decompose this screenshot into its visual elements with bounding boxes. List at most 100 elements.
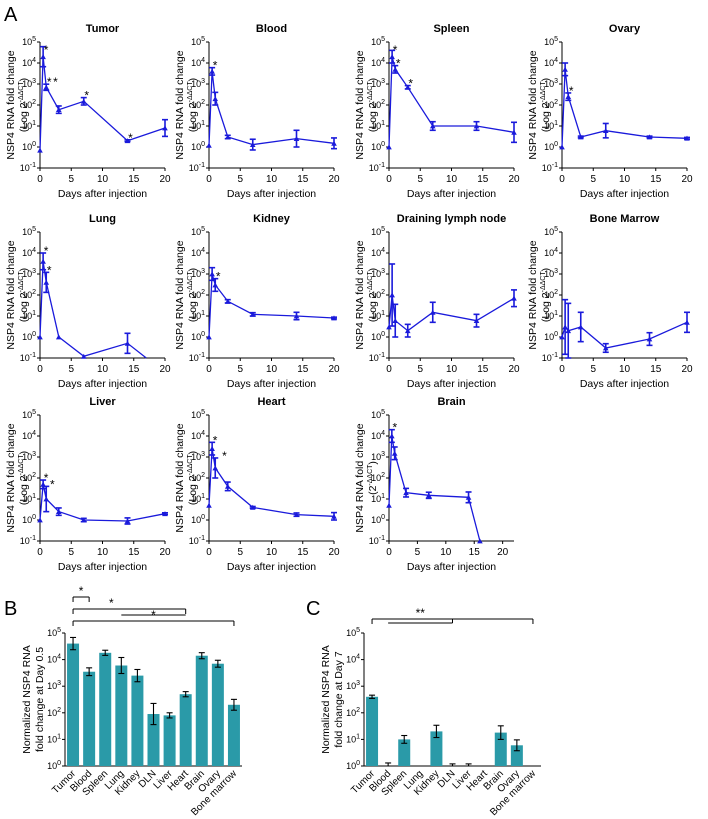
data-point-ovary xyxy=(559,144,565,150)
chart-dln: Draining lymph node10-110010110210310410… xyxy=(354,213,520,390)
x-tick-label-heart: 15 xyxy=(297,547,309,558)
y-tick-label-brain: 105 xyxy=(371,409,385,420)
y-tick-label-kidney: 103 xyxy=(191,268,205,279)
data-point-tumor xyxy=(43,84,50,90)
y-tick-label-liver: 105 xyxy=(22,409,36,420)
data-point-dln xyxy=(392,318,399,324)
y-axis-label-bone_marrow-line1: NSP4 RNA fold change xyxy=(527,240,539,349)
data-point-blood xyxy=(224,134,231,140)
x-tick-label-heart: 5 xyxy=(237,547,243,558)
chart-title-brain: Brain xyxy=(437,396,465,408)
data-point-tumor xyxy=(55,107,62,113)
y-tick-label-day05: 104 xyxy=(47,654,61,665)
y-tick-label-liver: 103 xyxy=(22,451,36,462)
x-tick-label-ovary: 0 xyxy=(559,174,565,185)
y-axis-label-lung: NSP4 RNA fold change (Log 2-ΔΔCT) xyxy=(5,240,30,349)
data-point-dln xyxy=(404,328,411,334)
panel-letter-c: C xyxy=(306,598,320,620)
data-point-heart xyxy=(249,504,256,510)
x-tick-label-kidney: 10 xyxy=(266,364,278,375)
chart-liver: Liver 10-1 100 101 102 103 104 105 0 5 10 15 20 Days … xyxy=(5,396,171,573)
y-tick-label-liver: 10-1 xyxy=(20,535,36,546)
x-tick-label-liver: 10 xyxy=(97,547,109,558)
y-tick-label-brain: 101 xyxy=(371,493,385,504)
significance-star-day05: * xyxy=(79,584,84,598)
x-tick-label-liver: 5 xyxy=(68,547,74,558)
bar-day05 xyxy=(211,663,224,766)
y-axis-label-day05: Normalized NSP4 RNA fold change at Day 0.… xyxy=(21,645,46,754)
x-tick-label-dln: 0 xyxy=(386,364,392,375)
y-axis-label-liver-line2: (Log 2-ΔΔCT) xyxy=(18,451,30,505)
chart-title-dln: Draining lymph node xyxy=(397,213,506,225)
x-tick-label-blood: 5 xyxy=(237,174,243,185)
y-axis-label-spleen: NSP4 RNA fold change (Log 2-ΔΔCT) xyxy=(354,50,379,159)
y-tick-label-spleen: 105 xyxy=(371,36,385,47)
x-tick-label-ovary: 20 xyxy=(681,174,693,185)
x-tick-label-tumor: 15 xyxy=(128,174,140,185)
x-axis-label-spleen: Days after injection xyxy=(407,188,496,200)
chart-title-tumor: Tumor xyxy=(86,23,120,35)
data-point-dln xyxy=(386,324,392,330)
y-tick-label-heart: 103 xyxy=(191,451,205,462)
data-point-liver xyxy=(37,517,43,523)
y-tick-label-tumor: 100 xyxy=(22,141,36,152)
data-point-bone_marrow xyxy=(646,336,653,342)
bar-day7 xyxy=(398,739,411,766)
data-point-bone_marrow xyxy=(684,319,690,325)
data-point-tumor xyxy=(162,125,168,131)
significance-star-spleen: * xyxy=(393,43,398,57)
x-tick-label-spleen: 5 xyxy=(417,174,423,185)
y-tick-label-spleen: 101 xyxy=(371,120,385,131)
data-point-bone_marrow xyxy=(577,324,584,330)
x-tick-label-brain: 5 xyxy=(415,547,421,558)
y-axis-label-ovary-line2: (Log 2-ΔΔCT) xyxy=(540,78,552,132)
x-tick-label-brain: 0 xyxy=(386,547,392,558)
panel-letter-b: B xyxy=(4,598,17,620)
y-tick-label-ovary: 101 xyxy=(544,120,558,131)
y-tick-label-tumor: 10-1 xyxy=(20,162,36,173)
x-tick-label-dln: 10 xyxy=(446,364,458,375)
y-tick-label-brain: 100 xyxy=(371,514,385,525)
y-axis-label-heart-line2: (Log 2-ΔΔCT) xyxy=(187,451,199,505)
y-axis-label-ovary-line1: NSP4 RNA fold change xyxy=(527,50,539,159)
y-tick-label-lung: 104 xyxy=(22,247,36,258)
y-tick-label-ovary: 102 xyxy=(544,99,558,110)
bar-day05 xyxy=(195,655,208,766)
y-axis-label-brain-line2: (2-ΔΔCT) xyxy=(367,461,379,495)
bar-day05 xyxy=(163,715,176,766)
data-point-tumor xyxy=(124,138,131,144)
bar-day05 xyxy=(115,665,128,766)
x-tick-label-kidney: 0 xyxy=(206,364,212,375)
panel-letter-a: A xyxy=(4,4,18,26)
x-tick-label-lung: 15 xyxy=(128,364,140,375)
y-tick-label-liver: 101 xyxy=(22,493,36,504)
y-tick-label-blood: 100 xyxy=(191,141,205,152)
x-tick-label-ovary: 5 xyxy=(590,174,596,185)
y-tick-label-lung: 101 xyxy=(22,310,36,321)
data-point-kidney xyxy=(212,282,219,288)
y-tick-label-day7: 103 xyxy=(346,680,360,691)
data-point-heart xyxy=(331,513,337,519)
y-axis-label-dln: NSP4 RNA fold change (Log 2-ΔΔCT) xyxy=(354,240,379,349)
data-point-dln xyxy=(473,318,480,324)
y-tick-label-blood: 102 xyxy=(191,99,205,110)
y-tick-label-day7: 100 xyxy=(346,760,360,771)
y-tick-label-kidney: 102 xyxy=(191,289,205,300)
y-tick-label-day05: 102 xyxy=(47,707,61,718)
y-axis-label-day7: Normalized NSP4 RNA fold change at Day 7 xyxy=(320,645,345,754)
y-axis-label-day7-line2: fold change at Day 7 xyxy=(333,651,345,747)
y-tick-label-spleen: 102 xyxy=(371,99,385,110)
y-tick-label-bone_marrow: 102 xyxy=(544,289,558,300)
data-point-kidney xyxy=(249,311,256,317)
significance-star-kidney: * xyxy=(216,270,221,284)
y-tick-label-kidney: 10-1 xyxy=(189,352,205,363)
y-axis-label-brain: NSP4 RNA fold change (2-ΔΔCT) xyxy=(354,423,379,532)
data-point-ovary xyxy=(565,94,572,100)
y-axis-label-liver-line1: NSP4 RNA fold change xyxy=(5,423,17,532)
chart-tumor: Tumor 10-1 100 101 102 103 104 105 0 5 10 15 20 Days … xyxy=(5,23,171,200)
y-axis-label-bone_marrow: NSP4 RNA fold change (Log 2-ΔΔCT) xyxy=(527,240,552,349)
data-point-brain xyxy=(425,492,432,498)
y-axis-label-day05-line2: fold change at Day 0.5 xyxy=(34,647,46,752)
y-tick-label-ovary: 100 xyxy=(544,141,558,152)
bar-day05 xyxy=(67,643,80,766)
